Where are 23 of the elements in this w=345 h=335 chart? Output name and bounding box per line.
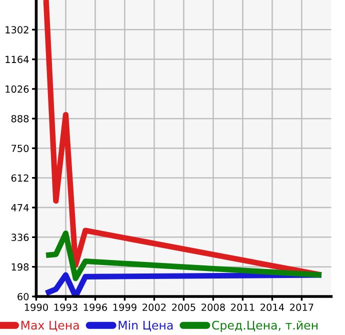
x-tick-label: 1990 [24, 304, 48, 311]
x-tick-label: 2014 [260, 304, 284, 311]
y-tick-label: 1164 [6, 56, 29, 64]
legend-label: Min Цена [118, 320, 173, 332]
y-tick-label: 1302 [6, 26, 28, 34]
x-tick-label: 2005 [172, 304, 196, 311]
y-tick-label: 1026 [6, 85, 29, 93]
y-tick-label: 336 [11, 234, 29, 242]
x-tick-label: 1996 [84, 304, 107, 311]
y-tick-label: 474 [11, 204, 29, 212]
x-tick-label: 2008 [202, 304, 225, 311]
x-tick-label: 1993 [54, 304, 78, 311]
y-tick-label: 612 [11, 174, 28, 182]
x-tick-label: 1999 [113, 304, 136, 311]
x-tick-label: 2017 [290, 304, 314, 311]
y-tick-label: 750 [12, 144, 29, 152]
x-tick-label: 2002 [142, 304, 166, 311]
x-tick-label: 2011 [231, 304, 254, 311]
y-tick-label: 198 [12, 263, 29, 271]
y-tick-label: 60 [18, 292, 29, 300]
legend-label: Max Цена [21, 320, 79, 332]
y-tick-label: 888 [11, 115, 29, 122]
legend-label: Сред.Цена, т.йен [212, 320, 318, 332]
